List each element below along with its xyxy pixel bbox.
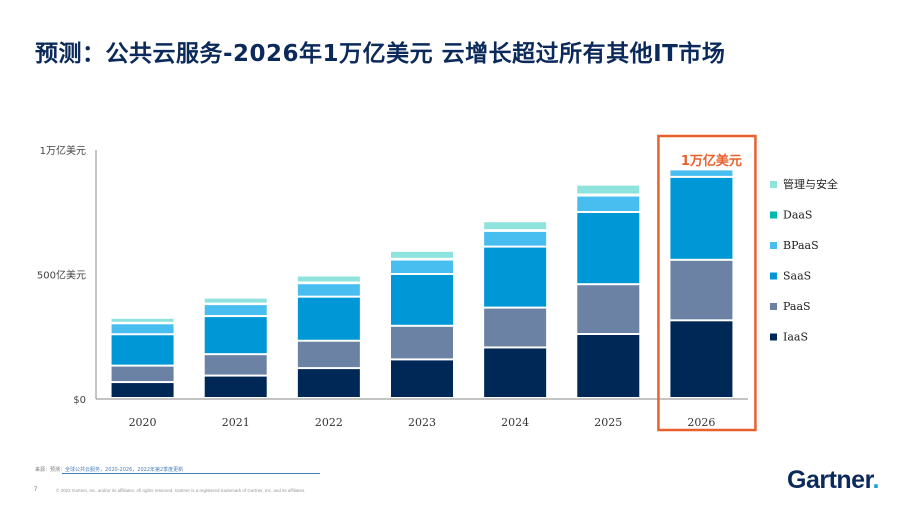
legend-swatch: [770, 242, 777, 249]
x-tick-label: 2020: [129, 416, 157, 429]
bar-segment-管理与安全-2020: [111, 318, 174, 322]
legend-label: 管理与安全: [783, 177, 838, 191]
legend-label: BPaaS: [783, 239, 819, 252]
legend-swatch: [770, 303, 777, 310]
legend-label: PaaS: [783, 300, 811, 313]
bar-segment-paas-2024: [484, 308, 547, 347]
gartner-logo: Gartner.: [787, 466, 879, 495]
bar-segment-saas-2023: [391, 274, 453, 325]
bar-segment-iaas-2022: [297, 369, 360, 397]
brand-name: Gartner: [787, 466, 873, 494]
x-tick-label: 2023: [408, 416, 436, 429]
bar-segment-管理与安全-2025: [577, 185, 640, 194]
bar-segment-管理与安全-2024: [484, 222, 547, 230]
source-prefix: 来源：预测：: [35, 467, 66, 473]
x-tick-label: 2026: [687, 416, 715, 429]
bar-segment-saas-2021: [204, 317, 267, 354]
bar-segment-paas-2022: [297, 341, 360, 368]
legend-swatch: [770, 211, 777, 219]
bar-segment-iaas-2023: [391, 360, 453, 397]
bar-segment-paas-2021: [204, 355, 267, 375]
legend-label: SaaS: [783, 270, 811, 283]
bar-segment-saas-2024: [484, 247, 547, 307]
bar-segment-管理与安全-2023: [391, 251, 453, 258]
bar-segment-saas-2022: [297, 297, 360, 340]
bar-segment-paas-2023: [391, 326, 453, 359]
annotation-label: 1万亿美元: [681, 153, 742, 169]
x-tick-label: 2024: [501, 416, 529, 429]
bar-segment-saas-2020: [111, 335, 174, 365]
legend-label: DaaS: [783, 209, 812, 222]
bar-segment-管理与安全-2022: [297, 276, 360, 282]
page-title: 预测：公共云服务-2026年1万亿美元 云增长超过所有其他IT市场: [35, 41, 726, 67]
legend-swatch: [770, 272, 777, 280]
y-tick-labels: $0 500亿美元 1万亿美元: [37, 144, 86, 406]
bar-segment-iaas-2024: [484, 348, 547, 397]
bar-segment-iaas-2025: [577, 335, 640, 397]
x-tick-label: 2022: [315, 416, 343, 429]
source-underline: [62, 473, 320, 474]
y-tick-label: 500亿美元: [37, 269, 86, 282]
y-tick-label: 1万亿美元: [40, 144, 86, 157]
chart-axes: [95, 150, 748, 400]
legend-swatch: [770, 333, 777, 341]
legend-swatch: [770, 181, 777, 188]
bar-segment-saas-2025: [577, 212, 640, 284]
bar-segment-bpaas-2022: [297, 284, 360, 296]
bar-segment-paas-2025: [577, 285, 640, 334]
bar-segment-iaas-2020: [111, 383, 174, 397]
bar-segment-bpaas-2026: [670, 170, 733, 176]
legend-label: IaaS: [783, 331, 808, 344]
highlight-box: [657, 134, 757, 432]
bar-segment-bpaas-2025: [577, 196, 640, 211]
page-number: 7: [34, 487, 38, 493]
source-link[interactable]: 全球公共云服务，2020-2026，2022年第2季度更新: [65, 467, 184, 473]
chart-bars: [111, 170, 733, 397]
bar-segment-bpaas-2020: [111, 324, 174, 334]
source-note: 来源：预测：全球公共云服务，2020-2026，2022年第2季度更新: [35, 466, 183, 473]
x-tick-label: 2021: [222, 416, 250, 429]
bar-segment-paas-2020: [111, 366, 174, 382]
copyright-notice: © 2022 Gartner, Inc. and/or its affiliat…: [56, 488, 306, 493]
bar-segment-bpaas-2023: [391, 260, 453, 273]
bar-segment-saas-2026: [670, 177, 733, 259]
x-tick-labels: 2020 2021 2022 2023 2024 2025 2026: [129, 416, 716, 429]
highlight-annotation: 1万亿美元: [657, 134, 757, 432]
bar-segment-bpaas-2024: [484, 231, 547, 246]
bar-segment-bpaas-2021: [204, 305, 267, 316]
bar-segment-管理与安全-2021: [204, 298, 267, 303]
x-tick-label: 2025: [594, 416, 622, 429]
bar-segment-iaas-2026: [670, 321, 733, 397]
chart-legend: 管理与安全 DaaS BPaaS SaaS PaaS IaaS: [770, 177, 838, 344]
bar-segment-iaas-2021: [204, 376, 267, 397]
y-tick-label: $0: [73, 395, 86, 406]
bar-segment-paas-2026: [670, 260, 733, 320]
brand-dot: .: [872, 466, 879, 494]
